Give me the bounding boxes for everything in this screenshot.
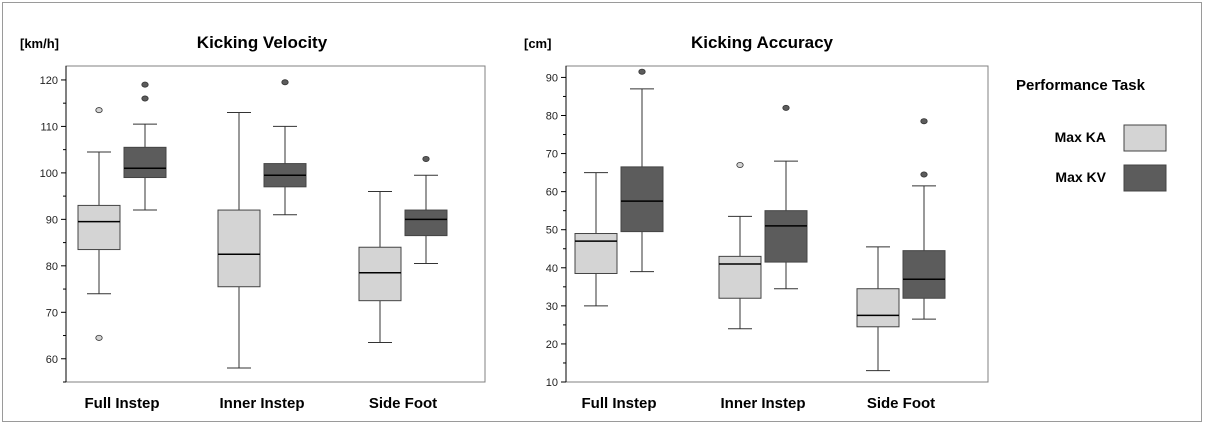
y-tick-label: 90 — [546, 72, 558, 84]
y-tick-label: 100 — [40, 168, 58, 180]
y-tick-label: 90 — [46, 214, 58, 226]
outlier-point — [920, 171, 928, 178]
y-axis-unit-label: [km/h] — [20, 36, 59, 51]
box-plot-max-ka — [358, 190, 402, 343]
category-label: Full Instep — [85, 395, 160, 412]
y-tick-label: 50 — [546, 225, 558, 237]
iqr-box — [404, 209, 448, 237]
y-axis-unit-label: [cm] — [524, 36, 551, 51]
box-plot-max-kv — [620, 68, 664, 273]
y-tick-label: 30 — [546, 301, 558, 313]
y-tick-label: 80 — [546, 110, 558, 122]
iqr-box — [718, 255, 762, 299]
category-label: Full Instep — [582, 395, 657, 412]
outlier-point — [95, 107, 103, 114]
outlier-point — [782, 104, 790, 111]
outlier-point — [422, 155, 430, 162]
legend-label: Max KA — [1055, 129, 1106, 145]
box-plot-max-kv — [404, 155, 448, 264]
outlier-point — [638, 68, 646, 75]
legend-label: Max KV — [1055, 169, 1106, 185]
y-tick-label: 40 — [546, 263, 558, 275]
iqr-box — [764, 210, 808, 263]
box-plot-max-ka — [574, 172, 618, 307]
iqr-box — [358, 246, 402, 302]
box-plot-max-kv — [902, 118, 946, 320]
chart-title: Kicking Accuracy — [691, 33, 834, 52]
outlier-point — [141, 81, 149, 88]
iqr-box — [123, 146, 167, 179]
category-label: Side Foot — [369, 395, 437, 412]
box-plot-max-kv — [123, 81, 167, 211]
box-plot-max-kv — [263, 79, 307, 216]
y-tick-label: 70 — [46, 307, 58, 319]
legend-title: Performance Task — [1016, 77, 1146, 94]
iqr-box — [902, 250, 946, 299]
outlier-point — [920, 118, 928, 125]
y-tick-label: 110 — [40, 121, 58, 133]
iqr-box — [856, 288, 900, 328]
outlier-point — [141, 95, 149, 102]
box-plot-max-ka — [77, 107, 121, 341]
y-tick-label: 60 — [46, 354, 58, 366]
legend-swatch — [1123, 164, 1167, 192]
category-label: Inner Instep — [720, 395, 805, 412]
legend-swatch — [1123, 124, 1167, 152]
y-tick-label: 20 — [546, 339, 558, 351]
y-tick-label: 60 — [546, 187, 558, 199]
outlier-point — [736, 161, 744, 168]
category-label: Side Foot — [867, 395, 935, 412]
box-plot-max-ka — [718, 161, 762, 330]
y-tick-label: 70 — [546, 149, 558, 161]
iqr-box — [77, 204, 121, 251]
outlier-point — [95, 334, 103, 341]
category-label: Inner Instep — [219, 395, 304, 412]
y-tick-label: 80 — [46, 261, 58, 273]
y-tick-label: 10 — [546, 377, 558, 389]
chart-title: Kicking Velocity — [197, 33, 328, 52]
box-plot-max-ka — [217, 111, 261, 369]
box-plot-max-ka — [856, 246, 900, 372]
iqr-box — [217, 209, 261, 288]
iqr-box — [620, 166, 664, 233]
y-tick-label: 120 — [40, 75, 58, 87]
iqr-box — [574, 233, 618, 274]
box-plot-max-kv — [764, 104, 808, 290]
outlier-point — [281, 79, 289, 86]
